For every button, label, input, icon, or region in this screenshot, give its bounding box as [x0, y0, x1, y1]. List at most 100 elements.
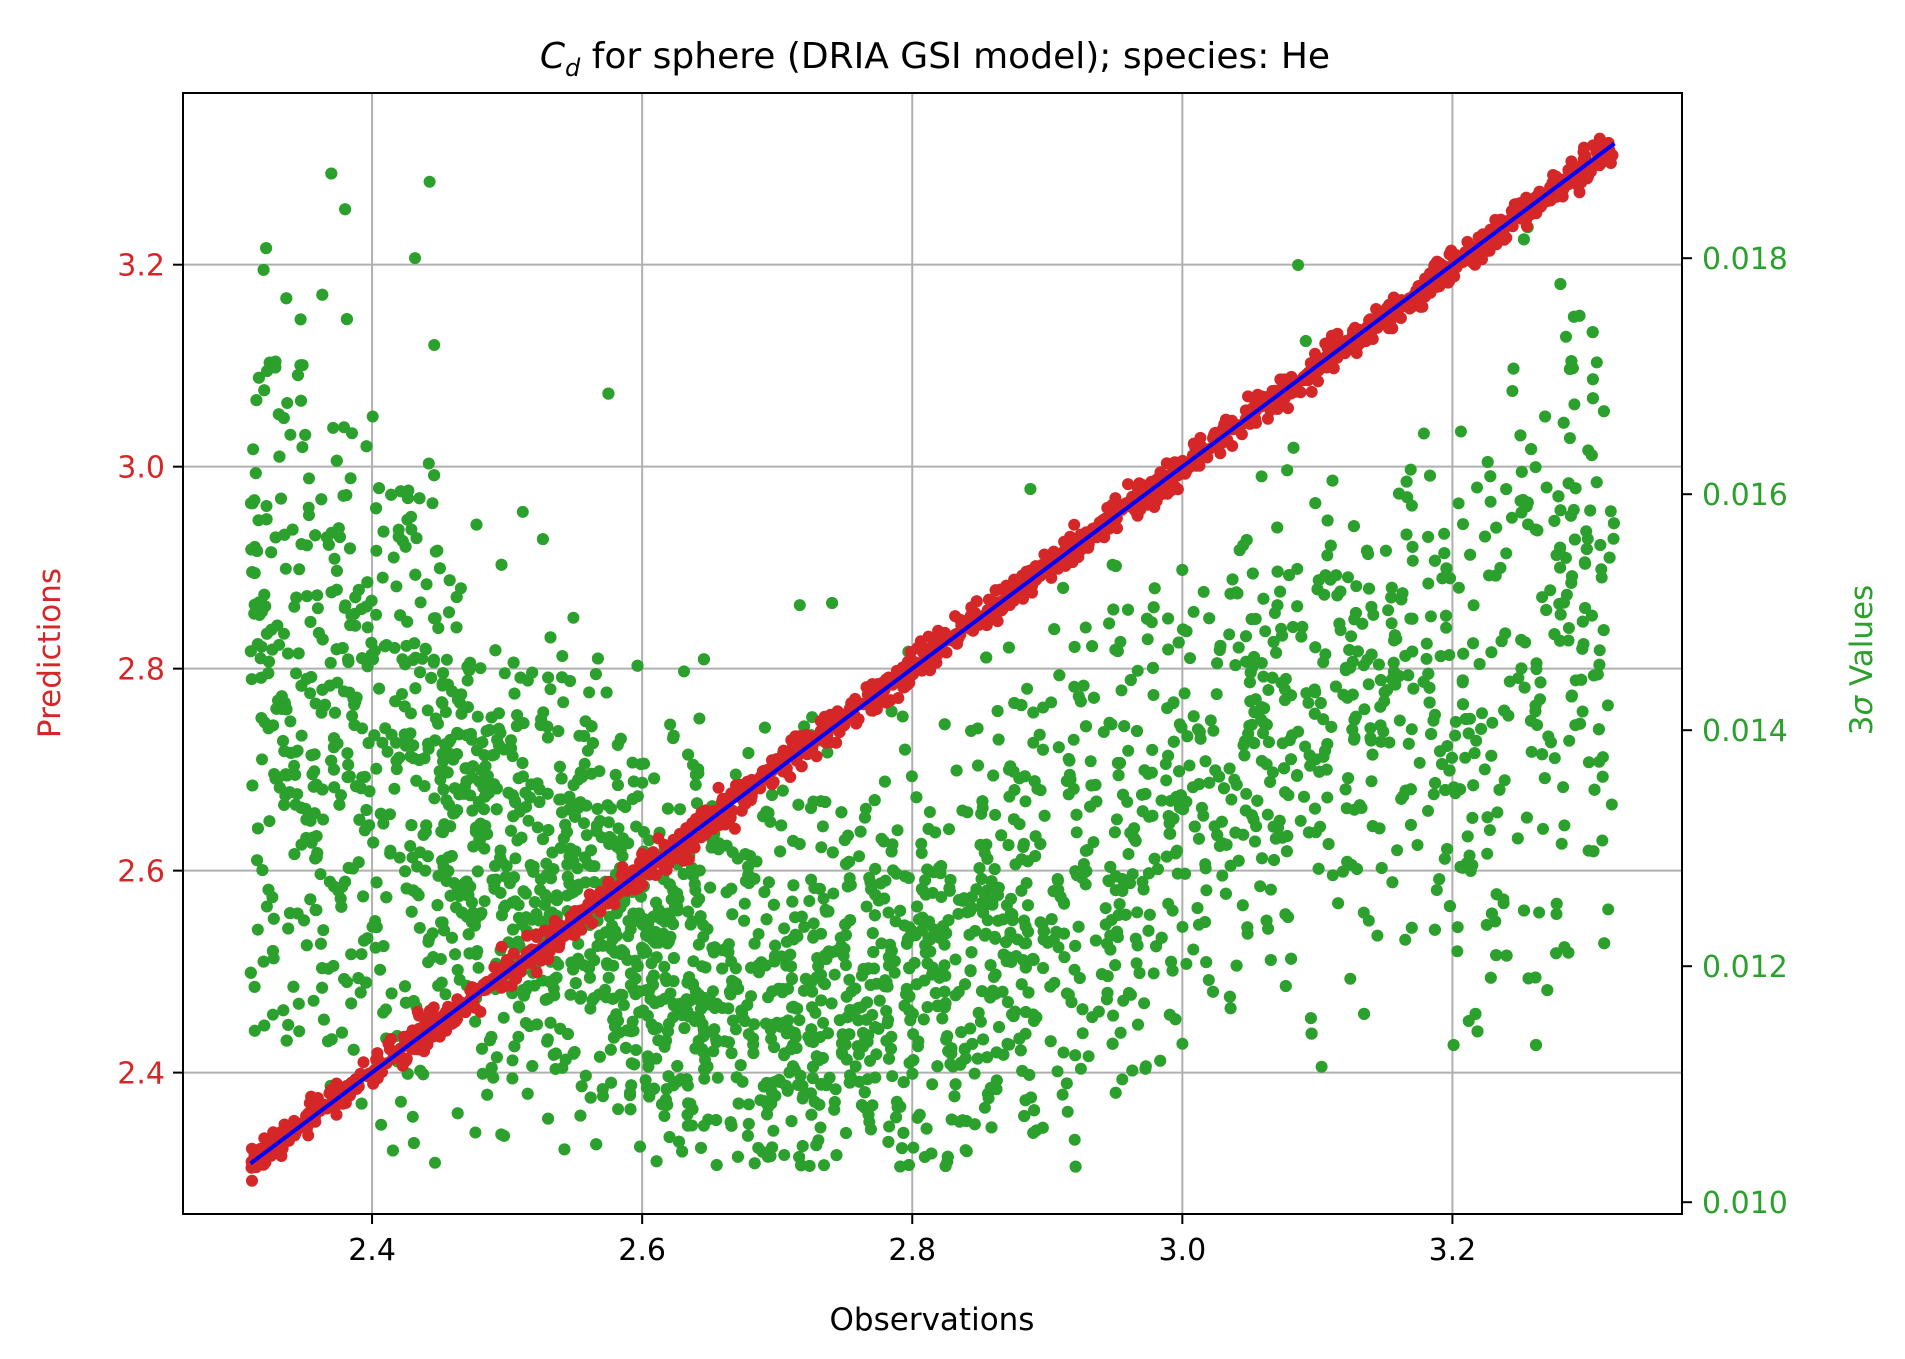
sigma-point	[267, 719, 280, 732]
sigma-point	[295, 538, 308, 551]
sigma-point	[265, 546, 278, 559]
sigma-point	[1167, 735, 1180, 748]
sigma-point	[1490, 521, 1503, 534]
sigma-point	[1518, 904, 1530, 917]
sigma-point	[1218, 782, 1230, 795]
sigma-point	[1021, 682, 1034, 695]
sigma-point	[745, 961, 758, 974]
sigma-point	[849, 982, 862, 995]
sigma-point	[1177, 623, 1189, 636]
sigma-point	[1563, 734, 1576, 747]
sigma-point	[1232, 641, 1245, 654]
sigma-point	[1027, 1126, 1040, 1139]
sigma-point	[1271, 599, 1284, 612]
sigma-point	[610, 929, 623, 942]
sigma-point	[1037, 933, 1050, 946]
sigma-point	[572, 952, 585, 965]
sigma-point	[365, 594, 378, 607]
sigma-point	[1554, 278, 1567, 290]
sigma-point	[1080, 720, 1092, 733]
sigma-point	[1434, 745, 1446, 758]
sigma-point	[327, 741, 340, 754]
sigma-point	[251, 854, 264, 867]
sigma-point	[1422, 667, 1435, 680]
sigma-point	[356, 652, 369, 665]
sigma-point	[470, 908, 483, 921]
sigma-point	[279, 768, 292, 781]
sigma-point	[1490, 949, 1503, 962]
sigma-point	[1122, 603, 1134, 616]
sigma-point	[520, 800, 533, 813]
sigma-point	[522, 814, 535, 827]
sigma-point	[335, 900, 348, 913]
sigma-point	[380, 891, 393, 904]
sigma-point	[1562, 946, 1575, 959]
sigma-point	[282, 1018, 295, 1031]
sigma-point	[399, 658, 412, 671]
sigma-point	[1342, 772, 1355, 785]
sigma-point	[472, 961, 485, 974]
sigma-point	[1176, 920, 1189, 933]
sigma-point	[452, 693, 464, 706]
sigma-point	[774, 845, 787, 858]
sigma-point	[1070, 826, 1083, 839]
sigma-point	[304, 687, 317, 700]
sigma-point	[981, 1051, 994, 1064]
sigma-point	[840, 1053, 853, 1066]
sigma-point	[575, 990, 587, 1003]
sigma-point	[923, 915, 935, 928]
sigma-point	[483, 724, 496, 736]
sigma-point	[1044, 980, 1057, 993]
sigma-point	[360, 440, 373, 453]
sigma-point	[1287, 441, 1300, 454]
sigma-point	[739, 848, 752, 861]
sigma-point	[1162, 897, 1175, 910]
sigma-point	[907, 1141, 920, 1154]
sigma-point	[328, 781, 341, 794]
sigma-point	[689, 778, 702, 791]
sigma-point	[1267, 820, 1280, 833]
sigma-point	[1056, 1088, 1069, 1101]
sigma-point	[1027, 952, 1039, 965]
sigma-point	[1580, 525, 1593, 538]
sigma-point	[303, 472, 315, 485]
sigma-point	[705, 841, 718, 854]
sigma-point	[732, 982, 745, 995]
sigma-point	[1122, 848, 1135, 860]
sigma-point	[287, 980, 300, 993]
sigma-point	[694, 910, 707, 923]
sigma-point	[377, 940, 390, 953]
sigma-point	[495, 1128, 508, 1141]
sigma-point	[1070, 808, 1083, 821]
sigma-point	[1028, 775, 1041, 788]
sigma-point	[699, 961, 712, 974]
sigma-point	[288, 848, 301, 861]
sigma-point	[1332, 897, 1345, 910]
sigma-point	[1308, 683, 1321, 696]
sigma-point	[691, 797, 703, 810]
sigma-point	[251, 545, 264, 557]
sigma-point	[258, 384, 271, 397]
sigma-point	[817, 1016, 830, 1029]
sigma-point	[648, 772, 661, 785]
sigma-point	[768, 955, 781, 968]
sigma-point	[1555, 837, 1568, 850]
sigma-point	[805, 1023, 818, 1036]
sigma-point	[840, 1127, 852, 1139]
sigma-point	[972, 759, 984, 772]
sigma-point	[1027, 736, 1040, 749]
sigma-point	[338, 973, 351, 985]
sigma-point	[1005, 955, 1018, 968]
sigma-point	[878, 980, 891, 993]
sigma-point	[458, 787, 470, 800]
sigma-point	[1557, 416, 1570, 429]
sigma-point	[281, 397, 294, 409]
sigma-point	[1449, 715, 1462, 728]
sigma-point	[1366, 820, 1379, 833]
sigma-point	[1101, 986, 1114, 999]
sigma-point	[446, 931, 458, 944]
sigma-point	[860, 1013, 873, 1026]
sigma-point	[843, 855, 856, 868]
sigma-point	[701, 923, 714, 935]
sigma-point	[349, 619, 362, 632]
